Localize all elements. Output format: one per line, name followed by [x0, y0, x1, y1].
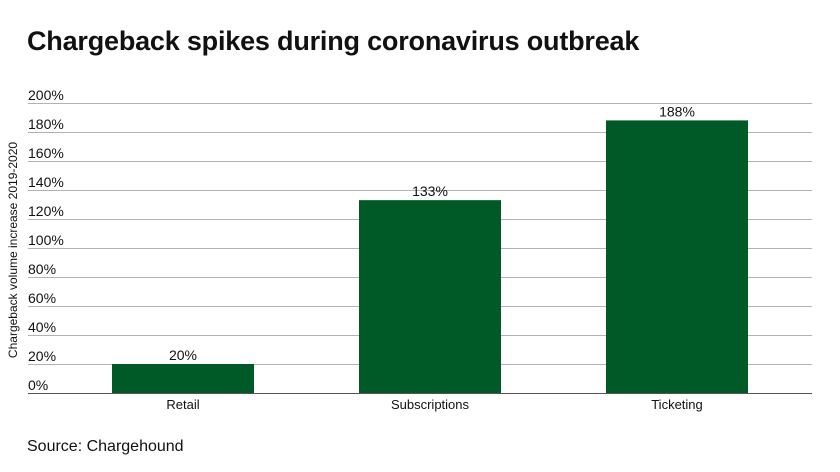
- source-note: Source: Chargehound: [27, 438, 184, 455]
- category-label: Subscriptions: [391, 397, 470, 412]
- bars: [112, 120, 748, 394]
- y-tick-label: 60%: [28, 290, 56, 306]
- y-tick-label: 120%: [28, 203, 64, 219]
- y-tick-label: 160%: [28, 145, 64, 161]
- y-tick-label: 20%: [28, 348, 56, 364]
- data-label: 20%: [169, 347, 197, 363]
- category-labels: Retail Subscriptions Ticketing: [166, 397, 702, 412]
- y-axis-title: Chargeback volume increase 2019-2020: [6, 142, 20, 358]
- y-tick-label: 40%: [28, 319, 56, 335]
- data-label: 133%: [412, 183, 448, 199]
- y-tick-label: 0%: [28, 377, 48, 393]
- y-tick-label: 140%: [28, 174, 64, 190]
- bar-ticketing: [606, 120, 748, 394]
- bar-subscriptions: [359, 200, 501, 393]
- bar-retail: [112, 364, 254, 393]
- data-labels: 20% 133% 188%: [169, 103, 695, 363]
- y-tick-label: 100%: [28, 232, 64, 248]
- data-label: 188%: [659, 103, 695, 119]
- chart-title: Chargeback spikes during coronavirus out…: [27, 26, 640, 56]
- y-axis-tick-labels: 0% 20% 40% 60% 80% 100% 120% 140% 160% 180% 200%: [28, 87, 64, 393]
- category-label: Ticketing: [651, 397, 703, 412]
- category-label: Retail: [166, 397, 199, 412]
- y-tick-label: 180%: [28, 116, 64, 132]
- y-tick-label: 200%: [28, 87, 64, 103]
- y-tick-label: 80%: [28, 261, 56, 277]
